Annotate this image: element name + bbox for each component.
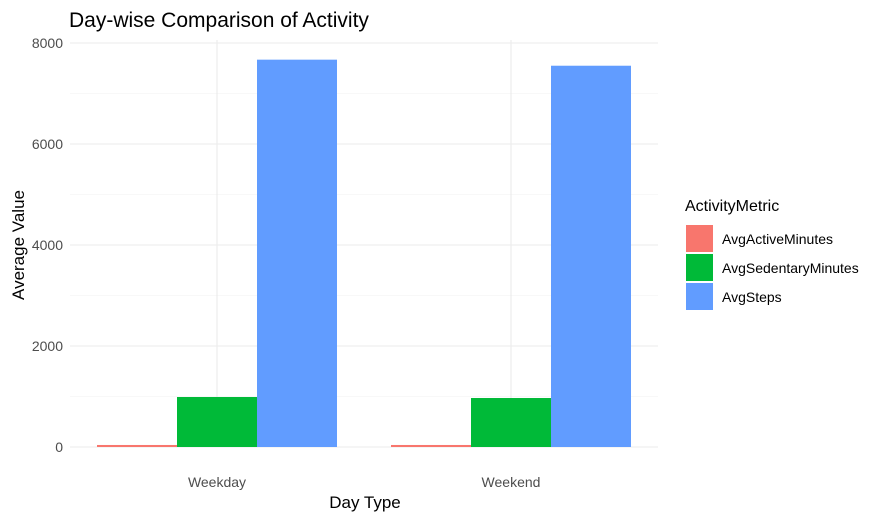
bar-AvgSedentaryMinutes-Weekend [471, 398, 551, 447]
bar-AvgSteps-Weekday [257, 59, 337, 447]
legend-label-AvgSteps: AvgSteps [722, 289, 782, 305]
x-tick-labels: Weekday Weekend [188, 474, 541, 490]
legend-swatch-AvgSteps [686, 283, 713, 310]
y-tick-labels: 0 2000 4000 6000 8000 [32, 35, 63, 455]
legend-items: AvgActiveMinutes AvgSedentaryMinutes AvgSt… [686, 225, 859, 310]
y-tick-label: 2000 [32, 338, 63, 354]
y-tick-label: 8000 [32, 35, 63, 51]
legend-swatch-AvgSedentaryMinutes [686, 254, 713, 281]
chart-title: Day-wise Comparison of Activity [69, 9, 369, 32]
bars [97, 59, 631, 447]
legend-title: ActivityMetric [685, 198, 779, 215]
legend-swatch-AvgActiveMinutes [686, 225, 713, 252]
x-axis-label: Day Type [329, 493, 401, 512]
legend-label-AvgSedentaryMinutes: AvgSedentaryMinutes [722, 260, 859, 276]
bar-AvgActiveMinutes-Weekday [97, 444, 177, 447]
bar-AvgSteps-Weekend [551, 65, 631, 447]
legend: ActivityMetric AvgActiveMinutes AvgSedent… [685, 198, 859, 310]
y-axis-label: Average Value [9, 190, 28, 300]
y-tick-label: 0 [55, 439, 63, 455]
y-tick-label: 4000 [32, 237, 63, 253]
bar-AvgActiveMinutes-Weekend [391, 444, 471, 447]
legend-label-AvgActiveMinutes: AvgActiveMinutes [722, 231, 833, 247]
bar-AvgSedentaryMinutes-Weekday [177, 397, 257, 447]
x-tick-label: Weekend [482, 474, 541, 490]
y-tick-label: 6000 [32, 136, 63, 152]
x-tick-label: Weekday [188, 474, 246, 490]
